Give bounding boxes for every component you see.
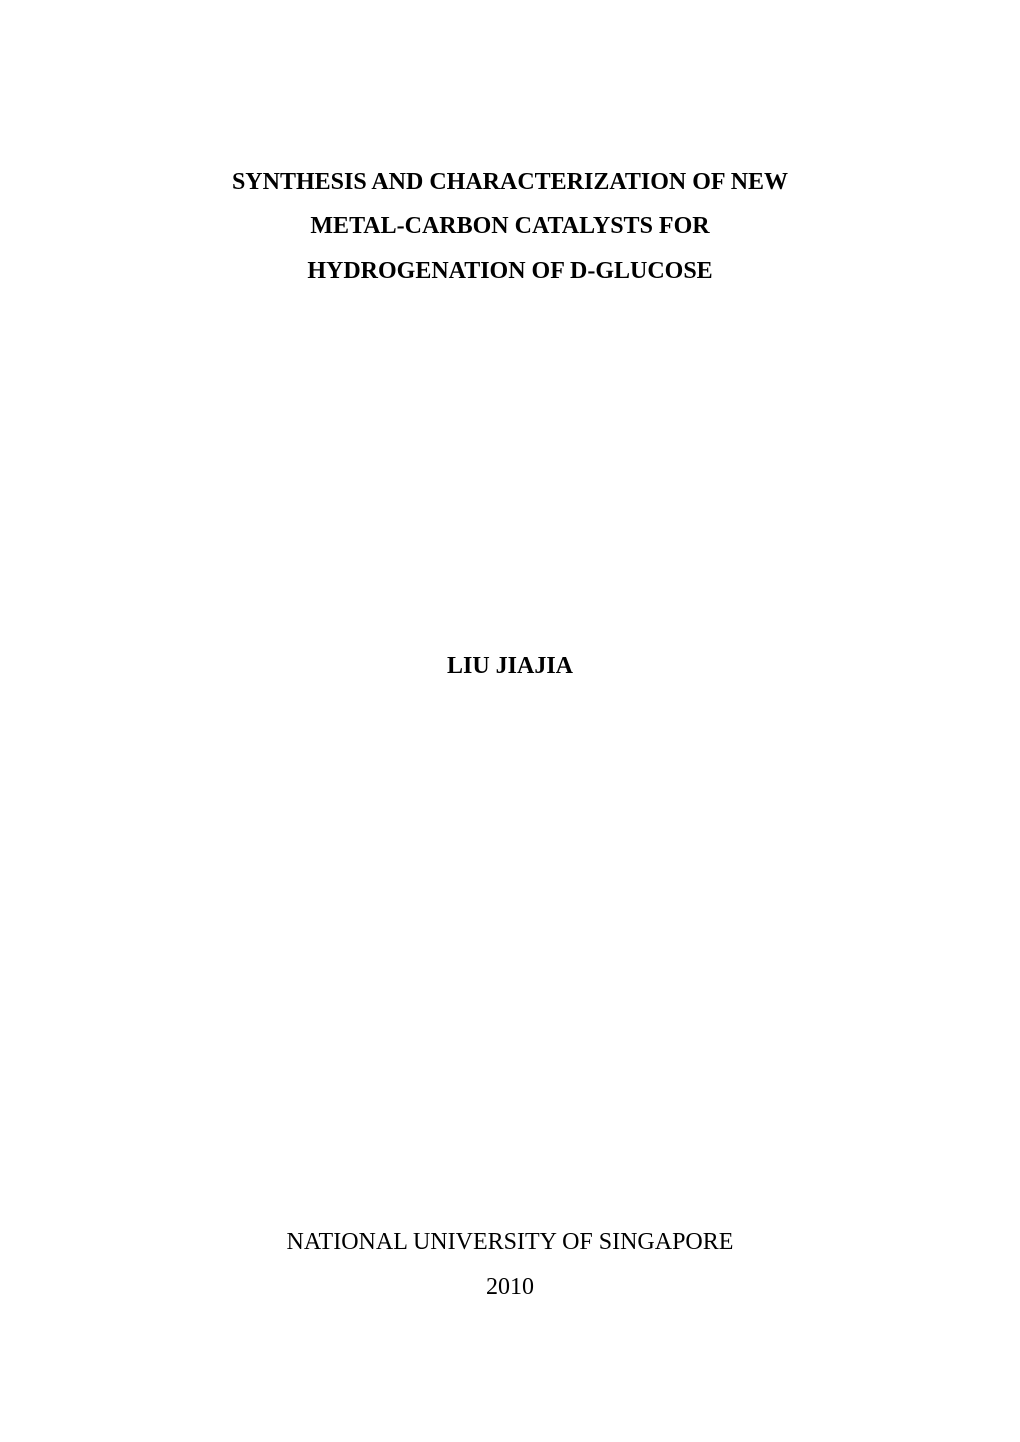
title-line-3: HYDROGENATION OF D-GLUCOSE [140, 249, 880, 293]
author-name: LIU JIAJIA [140, 653, 880, 680]
footer-block: NATIONAL UNIVERSITY OF SINGAPORE 2010 [140, 1220, 880, 1309]
title-line-2: METAL-CARBON CATALYSTS FOR [140, 204, 880, 248]
title-line-1: SYNTHESIS AND CHARACTERIZATION OF NEW [140, 160, 880, 204]
author-block: LIU JIAJIA [140, 653, 880, 680]
institution-name: NATIONAL UNIVERSITY OF SINGAPORE [140, 1220, 880, 1264]
title-page: SYNTHESIS AND CHARACTERIZATION OF NEW ME… [0, 0, 1020, 1442]
thesis-title: SYNTHESIS AND CHARACTERIZATION OF NEW ME… [140, 160, 880, 293]
publication-year: 2010 [140, 1265, 880, 1309]
